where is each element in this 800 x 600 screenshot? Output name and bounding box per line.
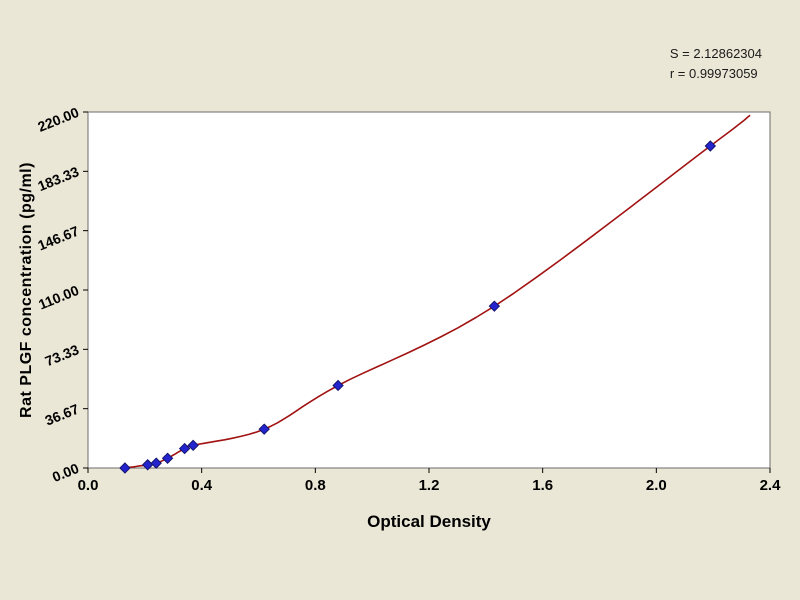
- y-tick-label: 36.67: [43, 401, 82, 429]
- y-tick-label: 146.67: [35, 223, 81, 254]
- plot-area: [87, 111, 771, 469]
- x-tick-label: 1.6: [532, 477, 553, 494]
- data-point-marker[interactable]: [161, 452, 174, 464]
- fit-statistics: S = 2.12862304 r = 0.99973059: [670, 44, 762, 84]
- x-tick-label: 2.0: [646, 477, 667, 494]
- data-point-marker[interactable]: [178, 442, 191, 455]
- data-point-marker[interactable]: [187, 439, 199, 452]
- y-tick-label: 110.00: [36, 282, 81, 313]
- y-tick-label: 220.00: [35, 104, 81, 135]
- x-tick-label: 2.4: [760, 477, 782, 494]
- data-point-marker[interactable]: [332, 379, 344, 392]
- data-point-marker[interactable]: [150, 457, 162, 469]
- x-tick-label: 0.8: [305, 477, 326, 494]
- fit-s-value: S = 2.12862304: [669, 46, 762, 61]
- x-axis-title: Optical Density: [367, 512, 491, 531]
- y-tick-label: 183.33: [35, 163, 81, 194]
- data-point-marker[interactable]: [704, 140, 717, 152]
- x-tick-label: 0.0: [78, 477, 99, 494]
- data-point-marker[interactable]: [119, 462, 131, 474]
- y-tick-label: 73.33: [43, 341, 82, 369]
- fit-r-value: r = 0.99973059: [669, 66, 758, 81]
- data-point-marker[interactable]: [258, 423, 270, 435]
- data-point-marker[interactable]: [488, 300, 501, 312]
- x-tick-label: 1.2: [419, 477, 440, 494]
- x-tick-label: 0.4: [191, 477, 213, 494]
